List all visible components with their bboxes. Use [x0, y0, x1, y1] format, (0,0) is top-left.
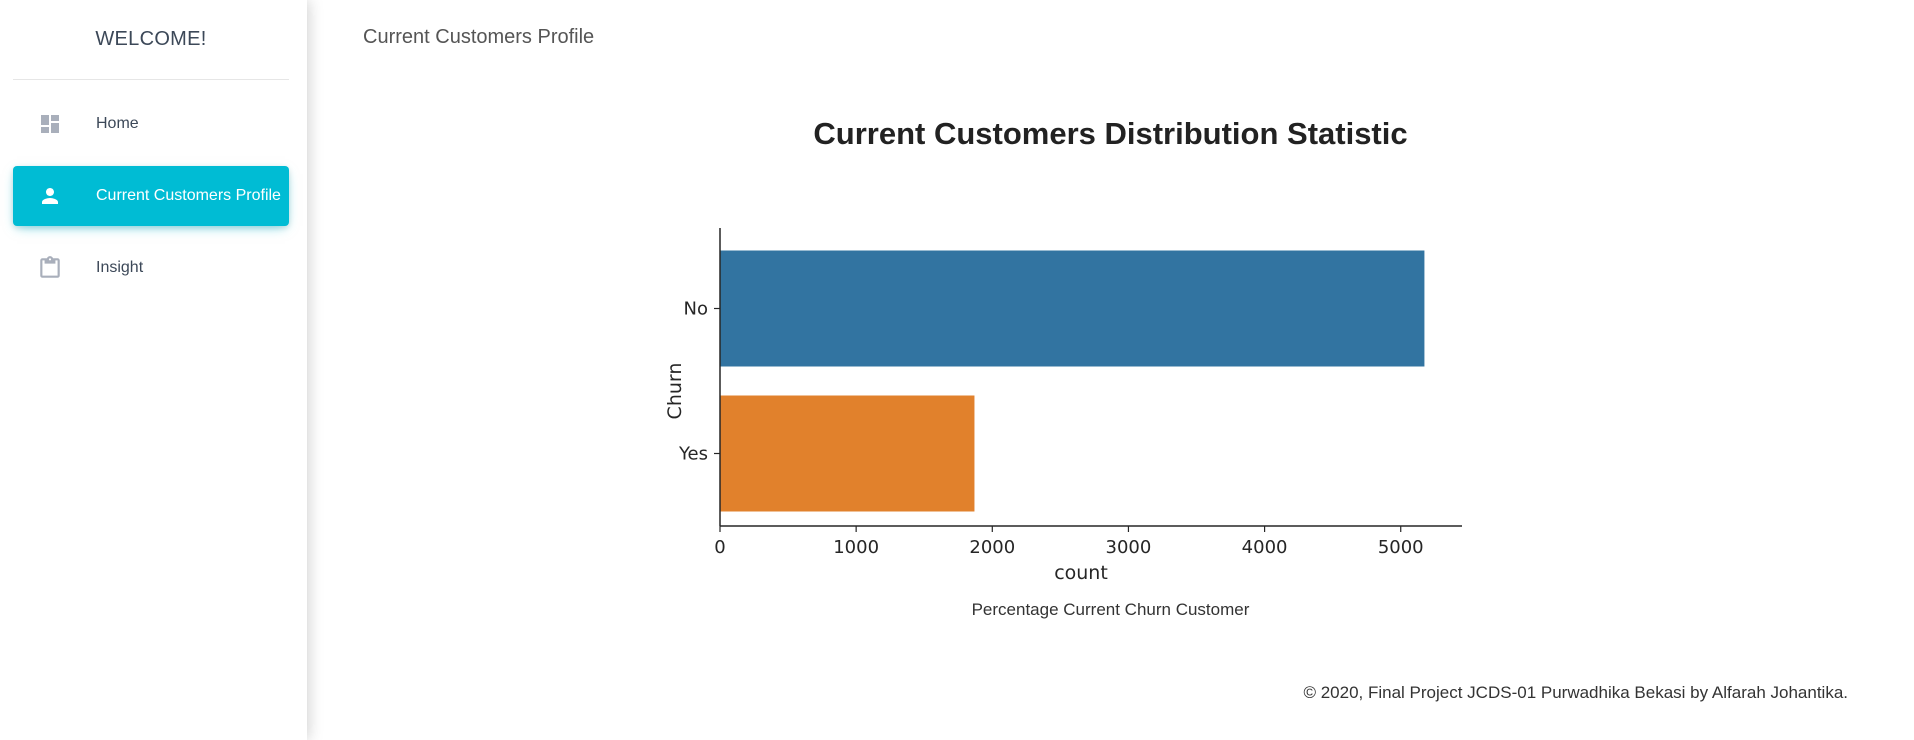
- chart-caption: Percentage Current Churn Customer: [971, 600, 1250, 619]
- x-tick-label: 3000: [1106, 537, 1152, 558]
- footer-copyright: © 2020, Final Project JCDS-01 Purwadhika…: [1303, 683, 1848, 702]
- churn-bar-chart-svg: No Yes 0 1000 2000 3000 4000 5000 count Churn: [664, 222, 1462, 584]
- page-title: Current Customers Profile: [363, 26, 595, 48]
- x-axis-label: count: [1054, 562, 1108, 584]
- sidebar-item-label: Home: [96, 115, 139, 132]
- person-icon: [37, 183, 63, 209]
- churn-chart: No Yes 0 1000 2000 3000 4000 5000 count Churn: [664, 222, 1467, 588]
- sidebar-item-home[interactable]: Home: [13, 94, 289, 154]
- x-tick-label: 2000: [969, 537, 1015, 558]
- bar-yes: [720, 395, 975, 512]
- chart-title: Current Customers Distribution Statistic: [813, 116, 1408, 151]
- sidebar-item-current-customers-profile[interactable]: Current Customers Profile: [13, 166, 289, 226]
- y-tick-label: No: [684, 299, 708, 320]
- sidebar-brand: WELCOME!: [13, 0, 289, 80]
- clipboard-icon: [37, 255, 63, 281]
- sidebar-item-insight[interactable]: Insight: [13, 238, 289, 298]
- y-tick-label: Yes: [678, 444, 708, 465]
- sidebar: WELCOME! Home Current Customers Profile: [0, 0, 307, 740]
- x-tick-label: 5000: [1378, 537, 1424, 558]
- x-tick-label: 0: [714, 537, 725, 558]
- sidebar-item-label: Insight: [96, 259, 144, 276]
- dashboard-icon: [37, 111, 63, 137]
- y-axis-label: Churn: [667, 363, 686, 420]
- sidebar-nav: Home Current Customers Profile Insight: [0, 94, 307, 298]
- x-tick-label: 4000: [1242, 537, 1288, 558]
- x-tick-label: 1000: [833, 537, 879, 558]
- bar-no: [720, 250, 1425, 367]
- main-content: Current Customers Profile Current Custom…: [307, 0, 1914, 740]
- sidebar-item-label: Current Customers Profile: [96, 187, 281, 204]
